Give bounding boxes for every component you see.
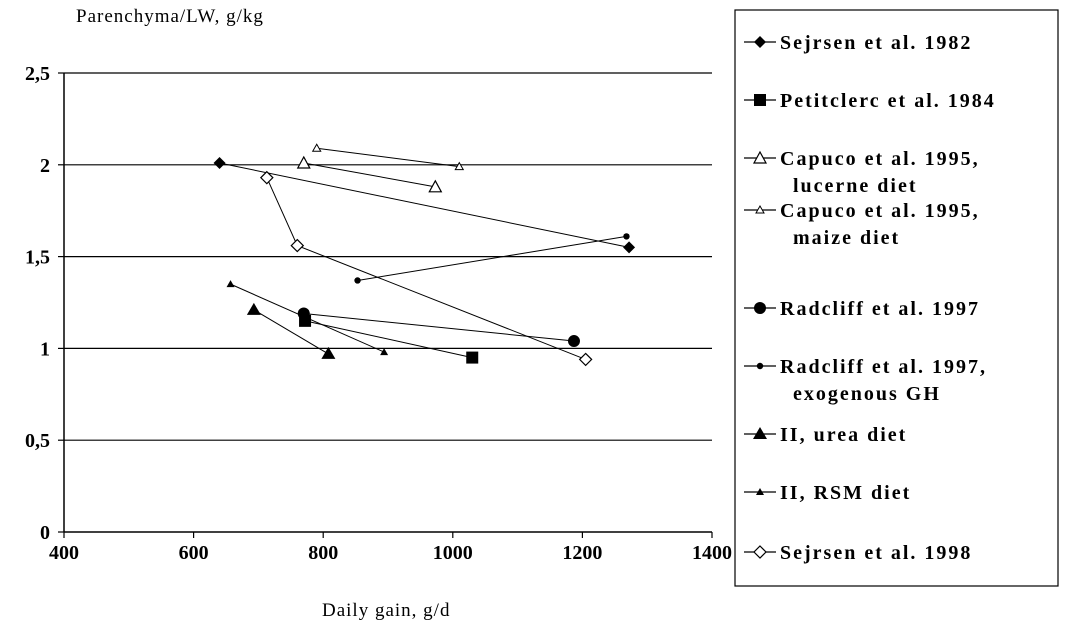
legend-label: Radcliff et al. 1997 [780, 298, 980, 320]
legend-marker [753, 545, 767, 559]
series [226, 280, 389, 356]
legend-label: lucerne diet [793, 175, 918, 197]
legend-box [734, 9, 1059, 587]
legend-label: exogenous GH [793, 383, 941, 405]
data-point [296, 155, 311, 169]
data-point [290, 238, 305, 253]
legend-marker [754, 302, 766, 314]
data-point [428, 179, 443, 193]
series-line [357, 235, 627, 281]
legend-label: maize diet [793, 227, 900, 249]
legend-label: Sejrsen et al. 1998 [780, 542, 972, 564]
y-tick-label: 1 [40, 338, 50, 360]
legend-label: Radcliff et al. 1997, [780, 356, 987, 378]
gridlines [64, 72, 712, 441]
data-point [567, 335, 580, 348]
x-tick-label: 1200 [562, 542, 602, 564]
legend-marker [752, 150, 768, 164]
data-point [297, 307, 310, 320]
y-tick-label: 2 [40, 155, 50, 177]
series-line [303, 162, 436, 188]
x-tick-labels: 400 600 800 1000 1200 1400 [49, 542, 732, 564]
legend-item: Sejrsen et al. 1982 [744, 32, 972, 54]
legend: Sejrsen et al. 1982 Petitclerc et al. 198… [734, 9, 1059, 587]
x-tick-label: 800 [308, 542, 338, 564]
legend-item: II, urea diet [744, 424, 907, 446]
series-line [266, 177, 586, 360]
series [296, 155, 443, 193]
series [259, 170, 593, 367]
series-line [230, 283, 385, 353]
legend-label: Petitclerc et al. 1984 [780, 90, 996, 112]
series-line [253, 309, 329, 355]
series-line [304, 320, 473, 359]
legend-marker [754, 94, 766, 106]
data-point [454, 161, 465, 171]
legend-item: Radcliff et al. 1997 [744, 298, 980, 320]
x-tick-label: 1400 [692, 542, 732, 564]
legend-item: Capuco et al. 1995, maize diet [744, 200, 980, 249]
legend-label: Capuco et al. 1995, [780, 200, 980, 222]
legend-label: Sejrsen et al. 1982 [780, 32, 972, 54]
series [297, 307, 580, 348]
legend-label: II, urea diet [780, 424, 907, 446]
data-point [259, 170, 274, 185]
series-line [219, 162, 630, 248]
data-point [311, 143, 322, 152]
series-line [303, 313, 575, 342]
legend-marker [754, 36, 766, 48]
y-axis-title: Parenchyma/LW, g/kg [76, 6, 264, 27]
legend-item: II, RSM diet [744, 482, 911, 504]
series [213, 156, 636, 254]
data-point [623, 233, 630, 240]
data-point [246, 302, 261, 315]
legend-item: Radcliff et al. 1997, exogenous GH [744, 356, 987, 405]
x-tick-label: 400 [49, 542, 79, 564]
x-tick-label: 600 [179, 542, 209, 564]
legend-marker [756, 362, 764, 370]
series-line [316, 147, 460, 168]
y-tick-label: 2,5 [25, 63, 50, 85]
legend-marker [753, 427, 767, 439]
legend-item: Capuco et al. 1995, lucerne diet [744, 148, 980, 197]
data-point [226, 280, 235, 288]
legend-marker [756, 488, 764, 495]
data-point [321, 346, 336, 359]
data-point [354, 277, 361, 284]
legend-marker [755, 204, 765, 214]
data-point [213, 156, 226, 169]
legend-item: Sejrsen et al. 1998 [744, 542, 972, 564]
legend-label: II, RSM diet [780, 482, 911, 504]
data-point [578, 352, 593, 367]
series [354, 233, 630, 284]
x-axis-title: Daily gain, g/d [322, 600, 451, 621]
series [311, 143, 465, 171]
data-series [213, 143, 636, 367]
x-tick-label: 1000 [433, 542, 473, 564]
axes [58, 72, 713, 538]
data-point [623, 241, 636, 254]
data-point [380, 348, 389, 356]
y-tick-label: 0 [40, 522, 50, 544]
legend-item: Petitclerc et al. 1984 [744, 90, 996, 112]
y-tick-label: 1,5 [25, 247, 50, 269]
series [246, 302, 336, 359]
data-point [466, 351, 479, 364]
y-tick-labels: 0 0,5 1 1,5 2 2,5 [25, 63, 50, 544]
y-tick-label: 0,5 [25, 430, 50, 452]
legend-label: Capuco et al. 1995, [780, 148, 980, 170]
